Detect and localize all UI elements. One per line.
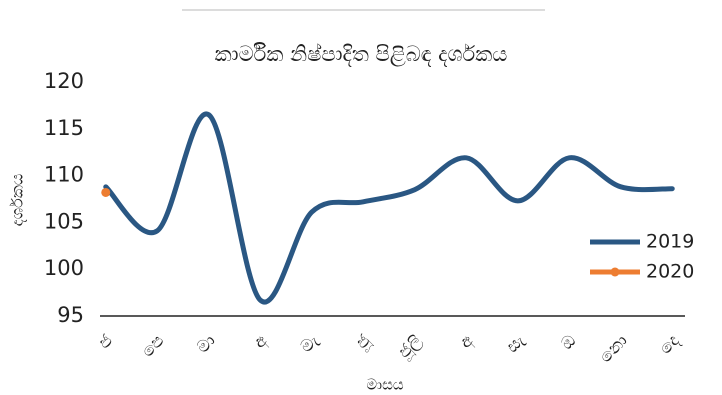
y-tick-label: 100 <box>44 256 84 280</box>
y-tick-label: 115 <box>44 116 84 140</box>
chart-title: කාර්මික නිෂ්පාදිත පිළිබඳ දර්ශකය <box>215 42 508 67</box>
x-tick-label: ඔ <box>557 331 580 354</box>
x-axis-label: මාසය <box>366 376 404 394</box>
series-line <box>103 111 675 305</box>
x-tick-label: නො <box>596 331 632 367</box>
x-tick-label: පෙ <box>138 331 168 361</box>
x-tick-label: සැ <box>503 331 529 357</box>
x-tick-label: මැ <box>297 331 323 357</box>
y-tick-label: 110 <box>44 163 84 187</box>
x-tick-label: අ <box>250 331 272 353</box>
x-tick-label: ජ <box>95 331 118 354</box>
legend-marker <box>610 267 620 277</box>
y-tick-label: 95 <box>57 303 84 327</box>
y-tick-label: 105 <box>44 209 84 233</box>
x-tick-label: මා <box>193 331 220 358</box>
x-tick-label: ජූ <box>352 331 375 354</box>
legend-label: 2019 <box>646 231 694 253</box>
data-point <box>101 187 111 197</box>
legend-label: 2020 <box>646 261 694 283</box>
y-tick-label: 120 <box>44 69 84 93</box>
x-tick-label: දෙ <box>656 331 684 359</box>
x-tick-label: අ <box>456 331 478 353</box>
x-tick-label: ජූලි <box>394 331 426 363</box>
y-axis-label: දර්ශකය <box>8 174 27 227</box>
